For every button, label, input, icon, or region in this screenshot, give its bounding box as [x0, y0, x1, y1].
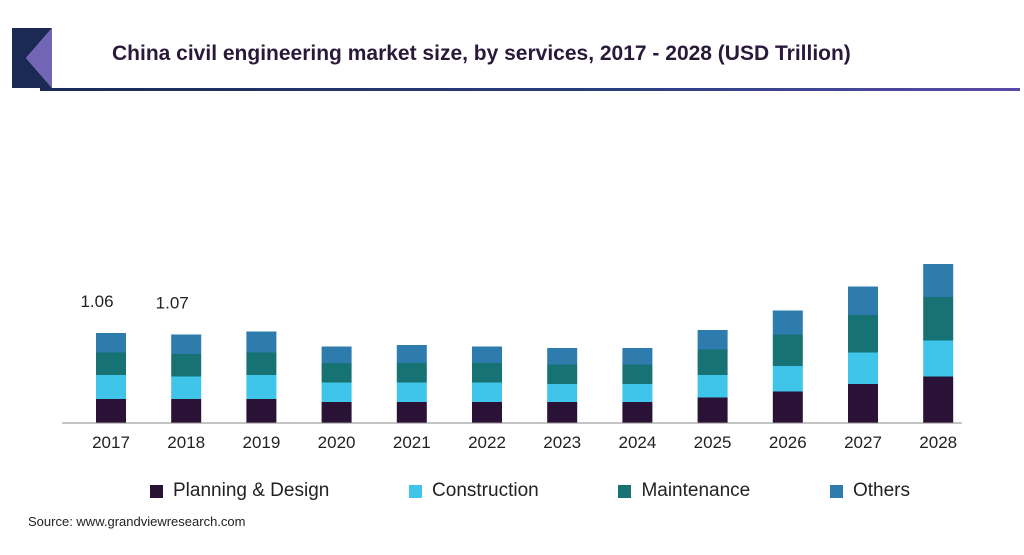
- bar-maintenance-2022: [472, 363, 502, 383]
- bar-others-2022: [472, 346, 502, 363]
- bar-maintenance-2020: [321, 363, 352, 383]
- bar-planning-design-2026: [772, 391, 803, 423]
- bar-maintenance-2017: [96, 352, 126, 375]
- bar-construction-2026: [772, 366, 803, 392]
- company-logo: [12, 28, 52, 88]
- x-tick-2017: 2017: [92, 433, 130, 452]
- x-tick-2018: 2018: [167, 433, 205, 452]
- bar-planning-design-2028: [923, 376, 954, 423]
- legend-label: Construction: [432, 480, 539, 501]
- legend: Planning & Design Construction Maintenance…: [150, 478, 910, 504]
- source-note: Source: www.grandviewresearch.com: [28, 514, 246, 529]
- data-label-2018: 1.07: [156, 294, 189, 313]
- bar-maintenance-2018: [171, 354, 202, 377]
- bar-others-2019: [246, 331, 277, 353]
- bar-maintenance-2021: [396, 363, 427, 383]
- bar-others-2024: [622, 348, 653, 365]
- legend-swatch: [150, 484, 163, 498]
- bar-others-2028: [923, 264, 954, 297]
- bar-construction-2021: [396, 382, 427, 402]
- bar-planning-design-2021: [396, 402, 427, 423]
- legend-item-maintenance: Maintenance: [618, 480, 750, 502]
- x-tick-2022: 2022: [468, 433, 506, 452]
- bar-maintenance-2027: [848, 315, 878, 353]
- legend-label: Planning & Design: [173, 480, 330, 501]
- bar-others-2023: [547, 348, 578, 365]
- bar-maintenance-2025: [697, 349, 728, 375]
- bar-others-2021: [396, 345, 427, 363]
- bar-construction-2017: [96, 375, 126, 399]
- bar-planning-design-2018: [171, 399, 202, 423]
- bar-planning-design-2024: [622, 402, 653, 423]
- bar-others-2026: [772, 310, 803, 335]
- bar-construction-2025: [697, 375, 728, 398]
- bar-maintenance-2019: [246, 352, 277, 375]
- x-tick-2023: 2023: [543, 433, 581, 452]
- bar-construction-2022: [472, 382, 502, 402]
- legend-label: Others: [852, 480, 910, 501]
- bar-maintenance-2026: [772, 334, 803, 366]
- bar-construction-2024: [622, 384, 653, 402]
- bar-construction-2019: [246, 375, 277, 399]
- bar-construction-2027: [848, 352, 878, 384]
- bar-construction-2020: [321, 382, 352, 402]
- header-divider: [40, 88, 1020, 91]
- bar-construction-2018: [171, 376, 202, 399]
- bar-planning-design-2022: [472, 402, 502, 423]
- legend-swatch: [409, 484, 423, 498]
- legend-swatch: [829, 484, 843, 498]
- bar-planning-design-2023: [547, 402, 578, 423]
- stacked-bar-chart: 2017 2018 2019 2020 2021 2022 2023 2024 2025 2026…: [62, 264, 962, 452]
- legend-swatch: [618, 484, 632, 498]
- bar-planning-design-2019: [246, 399, 277, 423]
- bar-maintenance-2023: [547, 364, 578, 384]
- x-tick-labels: 2017 2018 2019 2020 2021 2022 2023 2024 2025 2026…: [92, 433, 957, 452]
- bar-construction-2023: [547, 384, 578, 402]
- legend-item-planning-design: Planning & Design: [150, 480, 329, 502]
- bar-others-2020: [321, 346, 352, 363]
- x-tick-2026: 2026: [769, 433, 807, 452]
- bar-planning-design-2017: [96, 399, 126, 423]
- bar-construction-2028: [923, 340, 954, 377]
- bar-planning-design-2025: [697, 397, 728, 423]
- bar-others-2027: [848, 286, 878, 315]
- bar-planning-design-2020: [321, 402, 352, 423]
- x-tick-2024: 2024: [618, 433, 656, 452]
- bar-planning-design-2027: [848, 384, 878, 423]
- chart-title: China civil engineering market size, by …: [112, 42, 851, 65]
- x-tick-2028: 2028: [919, 433, 957, 452]
- bar-others-2025: [697, 330, 728, 350]
- x-tick-2019: 2019: [242, 433, 280, 452]
- data-labels: 1.06 1.07: [80, 292, 188, 313]
- bar-others-2018: [171, 334, 202, 354]
- bars-group: [96, 264, 954, 423]
- legend-item-construction: Construction: [409, 480, 539, 502]
- x-tick-2021: 2021: [393, 433, 431, 452]
- bar-maintenance-2024: [622, 364, 653, 384]
- x-tick-2020: 2020: [318, 433, 356, 452]
- legend-label: Maintenance: [641, 480, 751, 501]
- bar-maintenance-2028: [923, 297, 954, 341]
- legend-item-others: Others: [829, 480, 910, 502]
- bar-others-2017: [96, 333, 126, 353]
- data-label-2017: 1.06: [80, 292, 113, 311]
- x-tick-2025: 2025: [694, 433, 732, 452]
- x-tick-2027: 2027: [844, 433, 882, 452]
